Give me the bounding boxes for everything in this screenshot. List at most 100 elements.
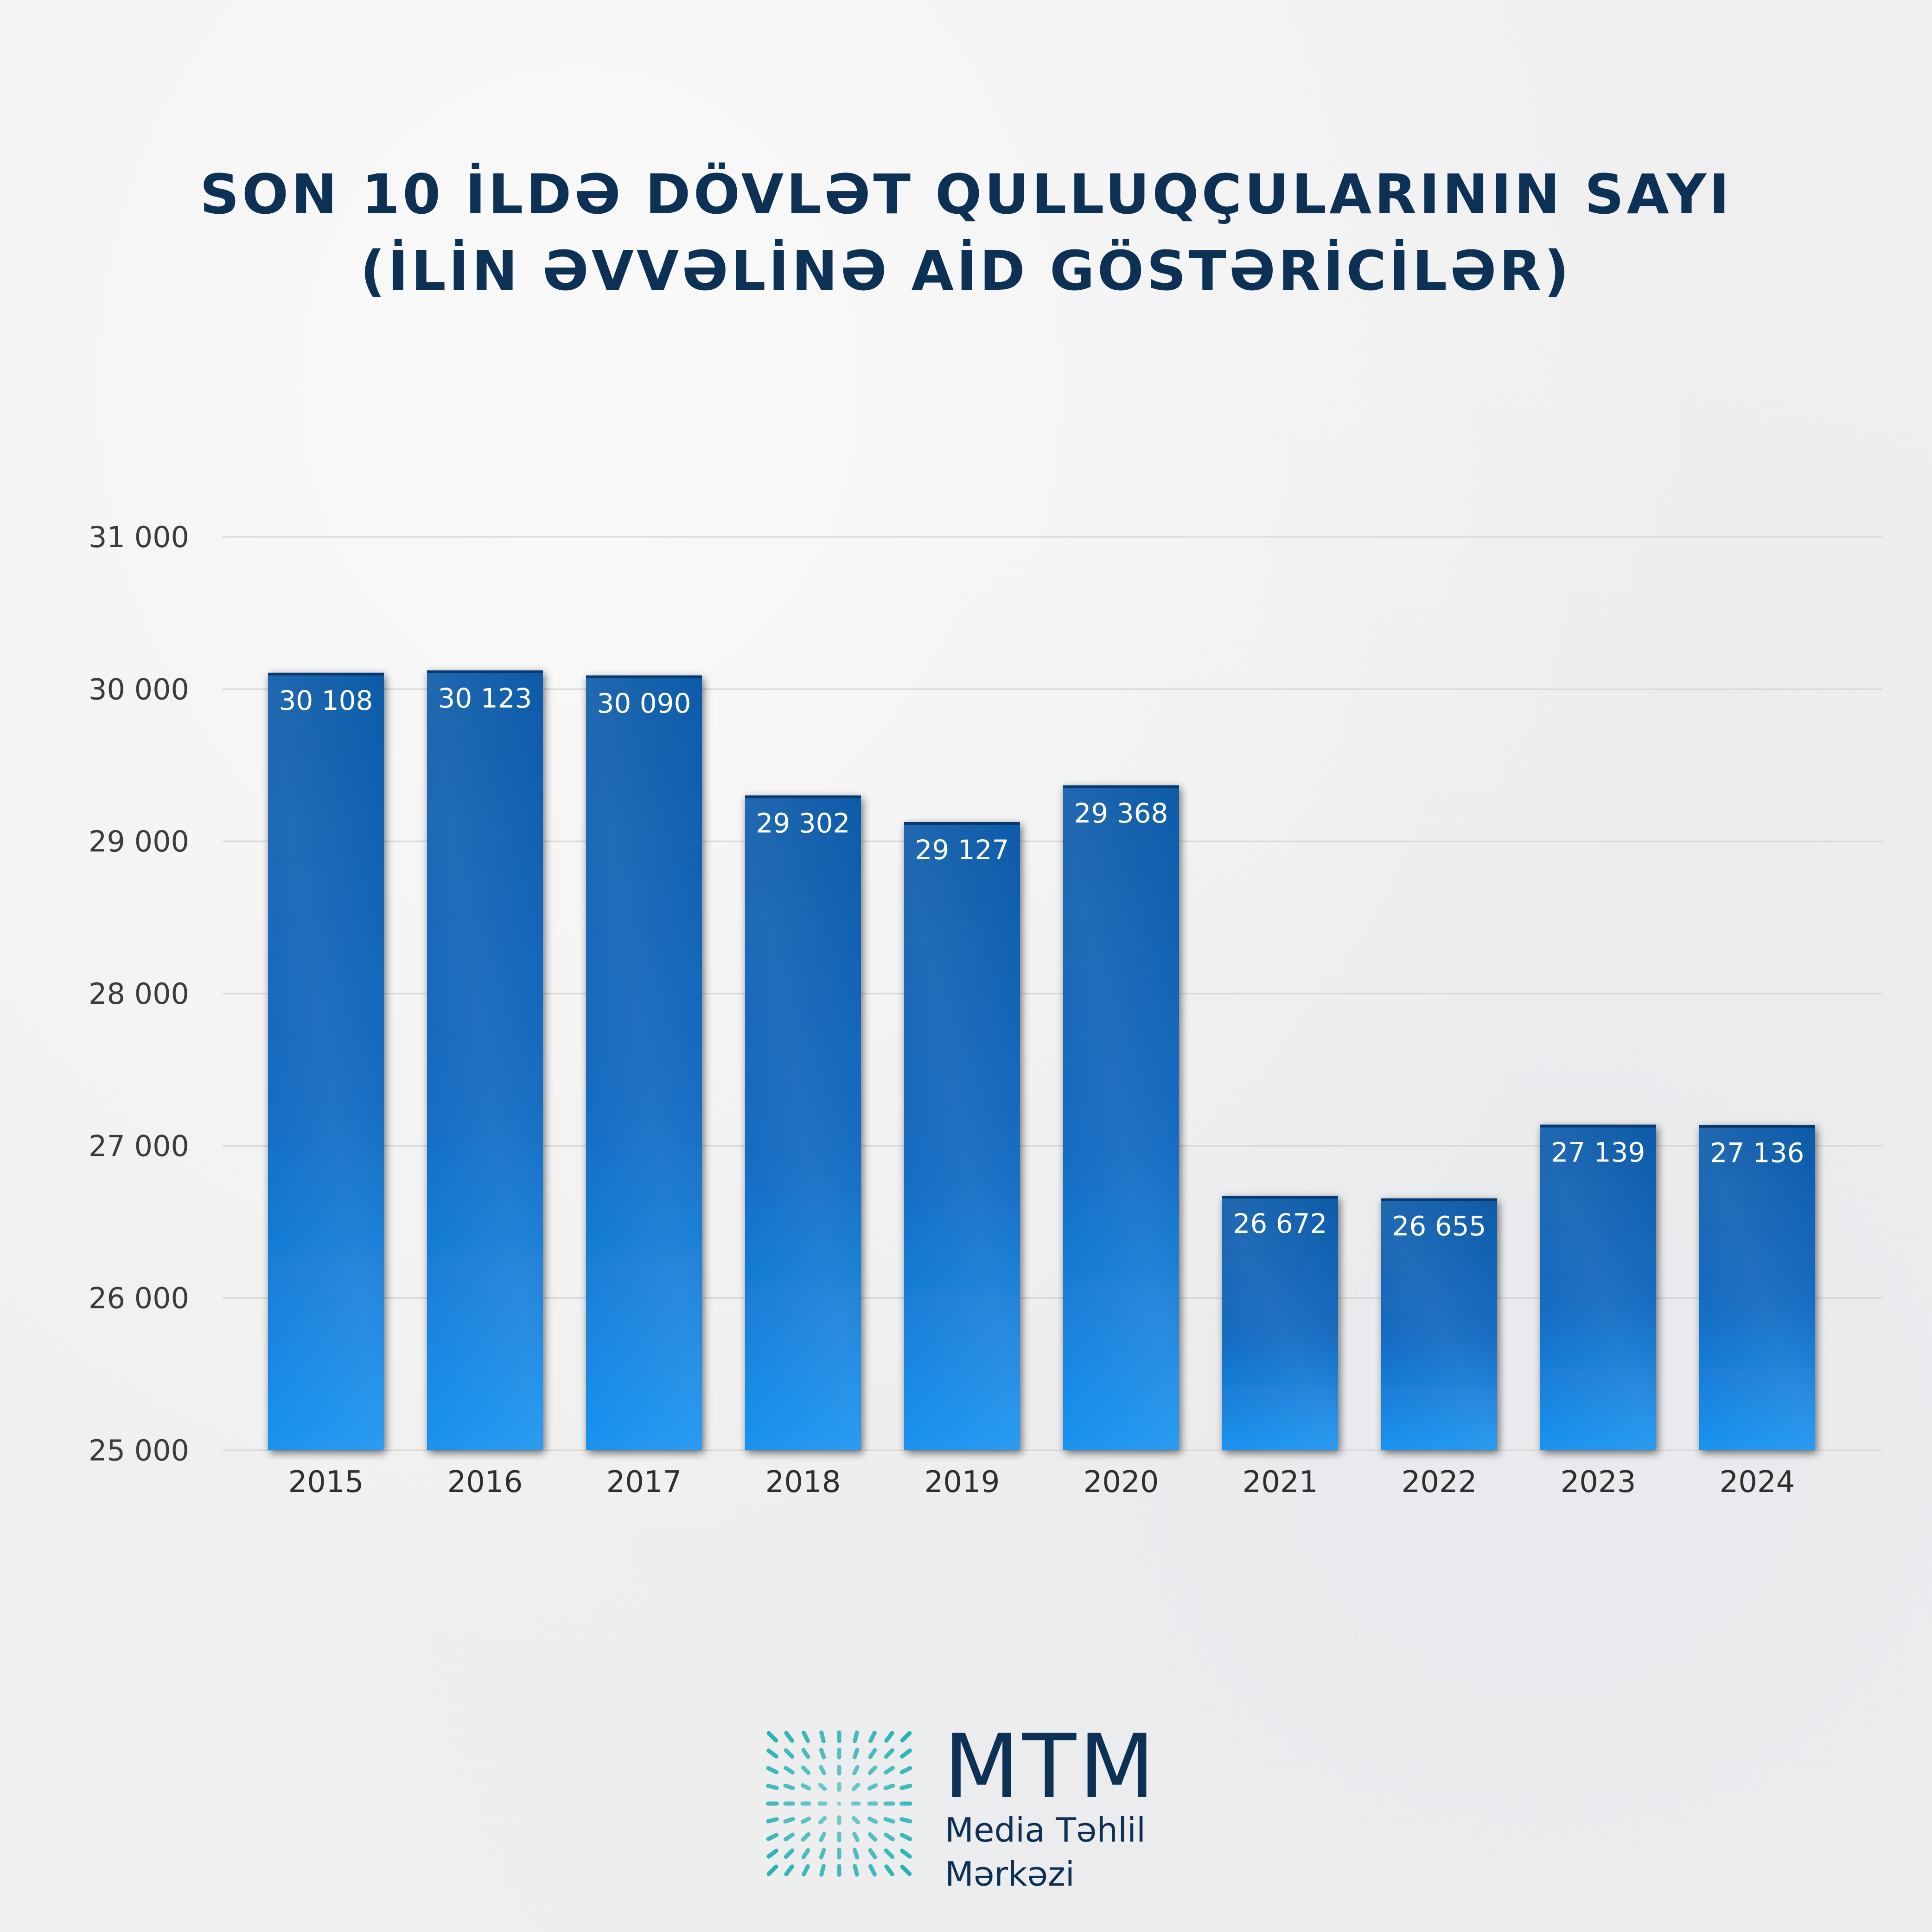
logo-mark-dash — [868, 1848, 877, 1859]
logo-mark-dash — [766, 1748, 778, 1759]
logo-mark-dash — [867, 1783, 878, 1791]
logo-mark-dash — [766, 1784, 779, 1790]
logo-mark-dash — [801, 1832, 811, 1842]
logo-mark-dash — [819, 1864, 826, 1877]
bar-group — [586, 675, 702, 1450]
bar-sheen — [1540, 1124, 1656, 1450]
bars — [268, 670, 1815, 1450]
logo-mark-dash — [784, 1748, 795, 1759]
logo-mark-dash — [867, 1765, 878, 1775]
bar-top-edge — [904, 822, 1020, 825]
logo-mark-dash — [900, 1849, 912, 1859]
logo-mark-dash — [819, 1730, 826, 1743]
logo-mark-dash — [766, 1864, 778, 1876]
bar-top-edge — [1222, 1196, 1338, 1199]
bar-sheen — [268, 672, 384, 1450]
logo-mark-dash — [867, 1817, 878, 1824]
bar-value-label: 26 655 — [1392, 1211, 1486, 1242]
bar-group — [427, 670, 543, 1450]
bar-value-label: 30 123 — [438, 682, 532, 714]
logo-mark-dash — [868, 1748, 877, 1759]
y-tick-label: 31 000 — [89, 520, 189, 554]
bar-group — [1381, 1198, 1497, 1450]
logo-mark-dash — [883, 1783, 895, 1791]
y-tick-label: 27 000 — [89, 1129, 189, 1163]
bar-top-edge — [1540, 1124, 1656, 1128]
bar-top-edge — [1063, 785, 1179, 788]
bar-top-edge — [745, 795, 861, 798]
bar-top-edge — [1699, 1125, 1815, 1128]
chart-title-line-2: (İLİN ƏVVƏLİNƏ AİD GÖSTƏRİCİLƏR) — [360, 239, 1572, 303]
logo-mark-dash — [900, 1731, 912, 1743]
bar-group — [745, 795, 861, 1450]
y-axis-tick-labels: 25 000 26 000 27 000 28 000 29 000 30 000 31 0… — [89, 520, 189, 1467]
bar-sheen — [1222, 1196, 1338, 1450]
logo-mark-dash — [884, 1864, 894, 1876]
logo-mark-dash — [783, 1817, 795, 1824]
logo-mark-dash — [819, 1747, 826, 1760]
x-tick-label: 2018 — [765, 1465, 841, 1499]
bar-top-edge — [427, 670, 543, 673]
logo-mark-dash — [802, 1730, 810, 1743]
logo-mark-dash — [801, 1765, 811, 1775]
bar-value-label: 29 302 — [756, 808, 850, 839]
logo-mark-dash — [900, 1864, 912, 1876]
x-tick-label: 2024 — [1720, 1465, 1795, 1499]
bar-top-edge — [268, 672, 384, 676]
logo-mark-dash — [851, 1816, 861, 1825]
logo-mark-dash — [818, 1782, 827, 1792]
x-tick-label: 2021 — [1243, 1465, 1318, 1499]
bar-value-label: 30 108 — [279, 685, 373, 716]
logo-name-line-2: Mərkəzi — [945, 1855, 1075, 1894]
logo-mark-dash — [800, 1817, 811, 1824]
bar-group — [1222, 1196, 1338, 1450]
bar-value-labels: 30 108 30 123 30 090 29 302 29 127 29 368 26 6… — [279, 682, 1804, 1242]
logo-mark-dash — [819, 1765, 826, 1776]
logo-mark-dash — [784, 1731, 794, 1743]
bar-value-label: 29 368 — [1074, 797, 1168, 829]
logo-name-line-1: Media Təhlil — [945, 1811, 1146, 1849]
logo-mark-dash — [784, 1848, 795, 1859]
y-tick-label: 28 000 — [89, 977, 189, 1011]
logo-abbreviation: MTM — [944, 1715, 1158, 1818]
logo-mark-dash — [802, 1864, 810, 1877]
x-tick-label: 2017 — [606, 1465, 682, 1499]
x-axis-tick-labels: 2015 2016 2017 2018 2019 2020 2021 2022 2023 2024 — [288, 1465, 1795, 1499]
logo-mark-dash — [867, 1832, 878, 1842]
logo-mark-dash — [884, 1832, 895, 1842]
x-tick-label: 2020 — [1084, 1465, 1159, 1499]
bar-sheen — [1381, 1198, 1497, 1450]
logo-mark-dash — [800, 1783, 811, 1791]
logo-mark-dash — [766, 1833, 779, 1841]
bar-group — [1063, 785, 1179, 1450]
logo-mark-dash — [819, 1848, 826, 1860]
bar-value-label: 29 127 — [915, 834, 1009, 866]
logo-mark-dash — [783, 1783, 795, 1791]
logo-mark-dash — [884, 1731, 894, 1743]
y-tick-label: 30 000 — [89, 672, 189, 706]
y-tick-label: 25 000 — [89, 1434, 189, 1467]
bar-value-label: 30 090 — [597, 688, 691, 719]
bar-value-label: 26 672 — [1233, 1208, 1327, 1239]
bar-sheen — [586, 675, 702, 1450]
logo-mark-dash — [852, 1848, 860, 1860]
logo-mark-dash — [818, 1816, 827, 1825]
y-tick-label: 26 000 — [89, 1282, 189, 1315]
logo-mark-dash — [784, 1864, 794, 1876]
bar-top-edge — [1381, 1198, 1497, 1201]
logo-mark-dash — [899, 1817, 912, 1824]
logo-mark-dash — [868, 1730, 877, 1743]
logo-mark-dash — [884, 1848, 895, 1859]
bar-sheen — [904, 822, 1020, 1450]
bar-value-label: 27 136 — [1710, 1137, 1804, 1169]
logo-mark-dash — [853, 1864, 859, 1877]
bar-sheen — [1063, 785, 1179, 1450]
logo-mark-icon — [766, 1730, 912, 1877]
logo-mark-dash — [819, 1831, 826, 1843]
logo-mark-dash — [899, 1784, 912, 1790]
bar-group — [268, 672, 384, 1450]
logo-mark-dash — [852, 1747, 860, 1760]
bar-group — [904, 822, 1020, 1450]
logo-mark-dash — [884, 1766, 895, 1775]
